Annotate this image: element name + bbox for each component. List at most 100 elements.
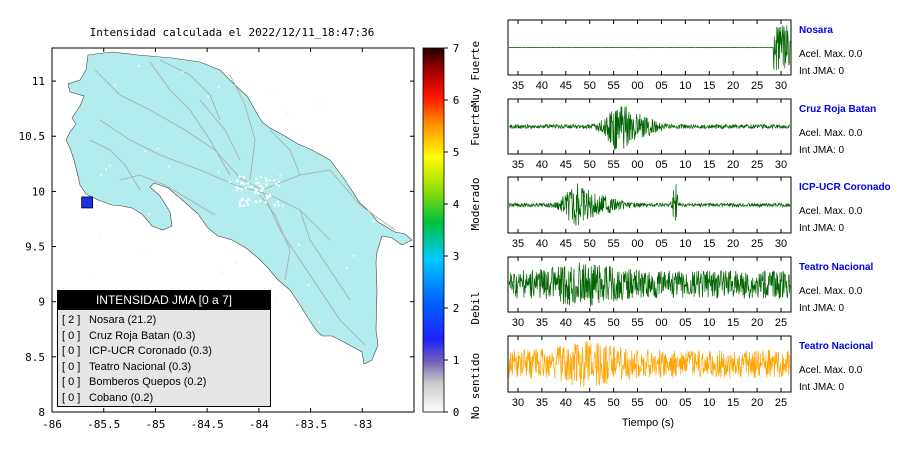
city-point [181,71,184,74]
city-point [238,201,241,204]
city-point [279,174,282,177]
city-point [281,108,284,111]
map-y-axis: 11 10.5 10 9.5 9 8.5 8 [19,75,414,419]
costa-rica-land [65,51,413,365]
colorbar-tick-label: 1 [453,354,460,367]
city-point [255,188,258,191]
city-point [235,189,238,192]
colorbar-category-label: Moderado [469,178,482,231]
legend-rank: [ 0 ] [62,345,81,358]
road-line [199,99,241,161]
city-point [245,201,248,204]
city-point [264,201,267,204]
legend-rank: [ 2 ] [62,314,81,326]
legend-item: [ 0 ] Cruz Roja Batan (0.3) [62,329,270,345]
road-line [94,69,263,191]
city-point [108,164,111,167]
city-point [272,179,276,182]
city-point [240,198,243,201]
legend-text: Cobano (0.2) [89,391,154,404]
road-line [269,129,301,176]
city-point [278,180,281,183]
city-point [297,243,300,246]
colorbar-tick-label: 2 [453,302,460,315]
map-x-tick-label: -84.5 [191,418,224,431]
map-x-tick-label: -85.5 [87,418,120,431]
city-point [250,185,254,188]
city-point [270,89,273,92]
city-point [262,187,265,190]
city-point [156,147,159,150]
city-point [241,181,244,184]
road-line [89,139,141,191]
city-point [255,181,258,185]
city-point [259,184,262,188]
city-point [274,297,277,300]
city-point [281,204,284,207]
road-line [119,174,216,216]
road-network [89,59,396,346]
map-y-tick-label: 9 [38,296,45,309]
city-point [276,200,279,204]
city-point [233,79,236,82]
colorbar-tick-label: 0 [453,406,460,419]
city-point [254,189,257,193]
legend-item: [ 0 ] Cobano (0.2) [62,391,270,407]
city-point [246,182,250,185]
city-point [286,112,289,115]
road-line [99,119,331,241]
city-point [242,204,245,207]
map-y-tick-label: 10 [32,185,45,198]
road-line [261,189,366,346]
city-point [247,197,250,201]
city-point [243,183,246,186]
legend-rank: [ 0 ] [62,391,81,404]
legend-text: ICP-UCR Coronado (0.3) [89,345,212,358]
city-point [265,183,268,186]
colorbar-category-label: Fuerte [469,106,482,146]
city-point [105,168,108,171]
city-point [235,185,238,188]
city-point [257,182,260,185]
map-x-tick-label: -83 [352,418,372,431]
intensity-colorbar [422,47,445,413]
legend-list: [ 2 ] Nosara (21.2) [ 0 ] Cruz Roja Batan … [58,310,270,407]
road-line [229,74,256,181]
legend-item: [ 0 ] ICP-UCR Coronado (0.3) [62,344,270,360]
city-point [266,195,270,199]
city-point [234,261,237,264]
city-point [318,321,321,324]
city-point [352,254,355,257]
map-frame [51,47,415,413]
city-point [167,165,170,168]
legend-rank: [ 0 ] [62,360,81,373]
legend-text: Nosara (21.2) [89,314,157,326]
city-point [92,276,95,279]
city-point [239,204,242,207]
legend-item: [ 0 ] Teatro Nacional (0.3) [62,360,270,376]
city-point [244,186,247,190]
city-point [249,185,252,188]
city-point [255,201,258,204]
colorbar-tick-label: 4 [453,198,460,211]
colorbar-category-label: Debil [469,291,482,324]
city-point [265,197,269,200]
city-point [238,175,241,178]
city-point [345,267,348,270]
city-point [273,204,276,207]
map-x-axis: -86 -85.5 -85 -84.5 -84 -83.5 -83 [42,48,372,431]
city-point [277,204,280,207]
city-point [268,194,271,197]
city-point [242,176,245,179]
legend-rank: [ 0 ] [62,376,81,389]
city-point [346,181,349,184]
city-point [268,178,271,182]
city-point [245,199,248,203]
colorbar-ticks: 0 1 2 3 4 5 6 7 [444,42,460,419]
city-point [260,189,263,192]
city-point [307,284,310,287]
city-point [144,150,147,153]
nosara-station-marker[interactable] [81,196,94,209]
map-title: Intensidad calculada el 2022/12/11_18:47… [90,26,375,39]
map-x-tick-label: -83.5 [294,418,327,431]
